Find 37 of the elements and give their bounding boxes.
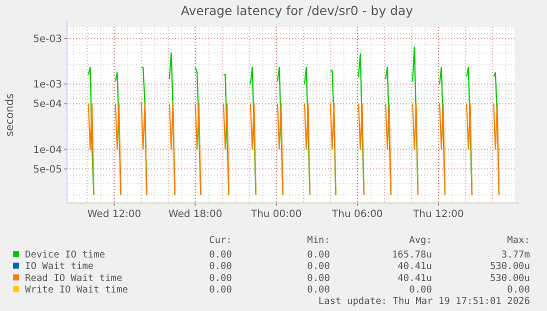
text: Last update: Thu Mar 19 17:51:01 2026 <box>318 296 530 307</box>
text: Cur: <box>209 235 232 246</box>
text: Min: <box>307 235 330 246</box>
x-tick-label: Thu 12:00 <box>412 209 464 220</box>
text: 0.00 <box>307 284 330 296</box>
text: Avg: <box>409 235 432 246</box>
text: 0.00 <box>409 284 432 296</box>
text: 0.00 <box>307 250 330 260</box>
y-tick-label: 1e-04 <box>33 144 62 156</box>
text: 40.41u <box>398 272 432 284</box>
text: 165.78u <box>392 250 432 260</box>
text: 0.00 <box>307 272 330 284</box>
text: Max: <box>507 235 530 246</box>
text: 530.00u <box>490 272 530 284</box>
text: 0.00 <box>209 284 232 296</box>
legend-label: IO Wait time <box>25 261 94 272</box>
text: 530.00u <box>490 261 530 272</box>
chart-title: Average latency for /dev/sr0 - by day <box>180 3 414 18</box>
text: 0.00 <box>307 261 330 272</box>
legend-label: Read IO Wait time <box>25 272 123 284</box>
text: 0.00 <box>209 250 232 260</box>
x-tick-label: Thu 00:00 <box>250 209 302 220</box>
y-tick-label: 1e-03 <box>33 80 62 91</box>
x-tick-label: Thu 06:00 <box>331 209 383 220</box>
y-axis-title: seconds <box>4 94 16 136</box>
y-tick-label: 5e-04 <box>33 99 62 110</box>
text: 40.41u <box>398 261 432 272</box>
text: 0.00 <box>209 261 232 272</box>
legend-label: Device IO time <box>25 250 106 260</box>
text: 0.00 <box>209 272 232 284</box>
x-tick-label: Wed 12:00 <box>87 209 142 220</box>
text: 0.00 <box>507 284 530 296</box>
text: 3.77m <box>501 250 530 260</box>
y-tick-label: 5e-05 <box>33 164 62 176</box>
legend-label: Write IO Wait time <box>25 284 128 296</box>
y-tick-label: 5e-03 <box>33 34 62 45</box>
x-tick-label: Wed 18:00 <box>168 209 222 220</box>
